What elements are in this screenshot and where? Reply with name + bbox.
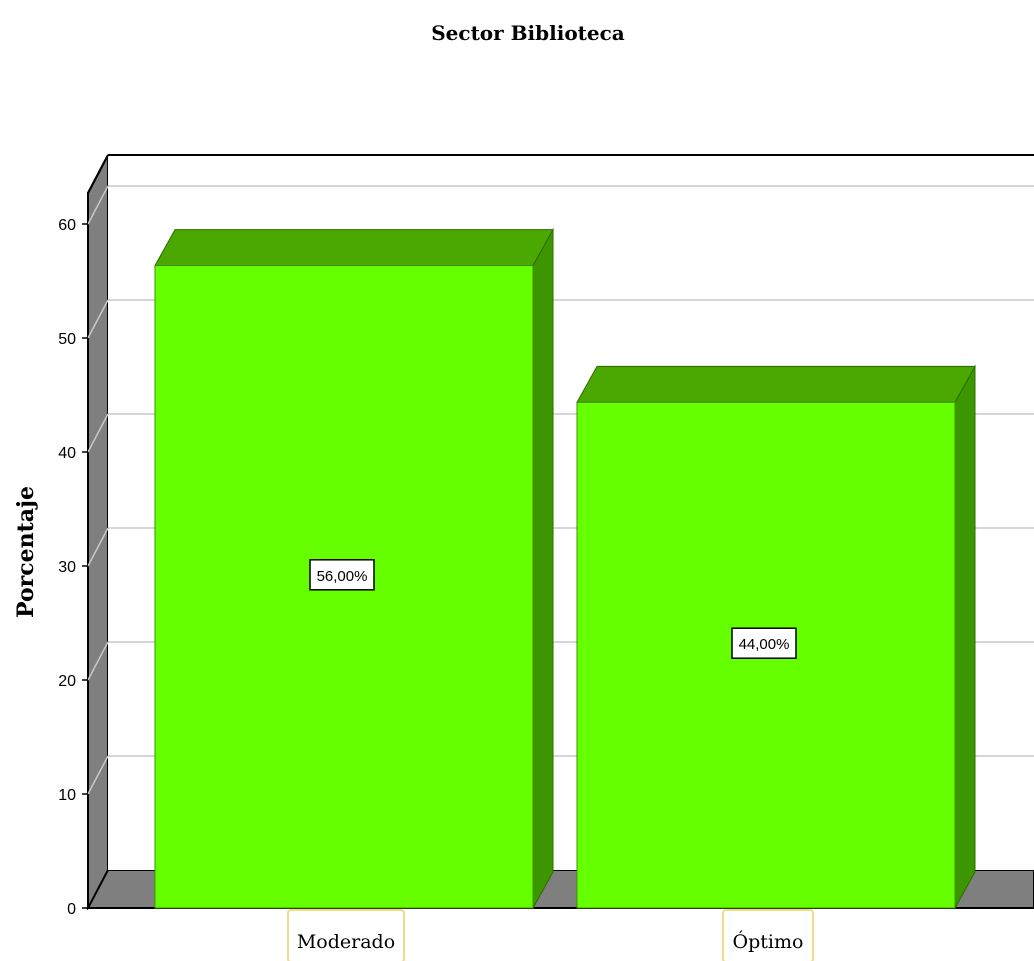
bar-top-moderado: [154, 229, 554, 267]
y-tick-label: 30: [58, 559, 76, 576]
category-label-box: [287, 909, 405, 961]
grid-line-wall: [87, 641, 109, 681]
data-label: 56,00%: [317, 568, 368, 585]
y-tick-label: 0: [67, 901, 76, 918]
y-tick-label: 50: [58, 331, 76, 348]
bar-top-óptimo: [576, 365, 976, 403]
category-label: Moderado: [297, 931, 395, 953]
data-label-box: [309, 559, 375, 591]
grid-line-wall: [87, 299, 109, 339]
data-label: 44,00%: [739, 636, 790, 653]
category-label-box: [722, 909, 814, 961]
wall-top-edge: [87, 154, 109, 194]
y-tick-label: 10: [58, 787, 76, 804]
chart-title: Sector Biblioteca: [431, 21, 625, 45]
left-wall: [87, 154, 109, 911]
y-axis-label: Porcentaje: [13, 486, 39, 618]
category-label: Óptimo: [733, 930, 804, 953]
labels: 0 10 20 30 40 50 60 56,00% Moderado 44,00% Óptimo: [58, 217, 814, 961]
bar-side-óptimo: [954, 364, 976, 910]
grid-line-wall: [87, 527, 109, 567]
grid-line-wall: [87, 755, 109, 795]
grid-line-wall: [87, 185, 109, 225]
y-tick-label: 60: [58, 217, 76, 234]
data-label-box: [731, 627, 797, 659]
y-tick-label: 20: [58, 673, 76, 690]
y-tick-label: 40: [58, 445, 76, 462]
grid-line-wall: [87, 413, 109, 453]
bar-side-moderado: [532, 227, 554, 910]
